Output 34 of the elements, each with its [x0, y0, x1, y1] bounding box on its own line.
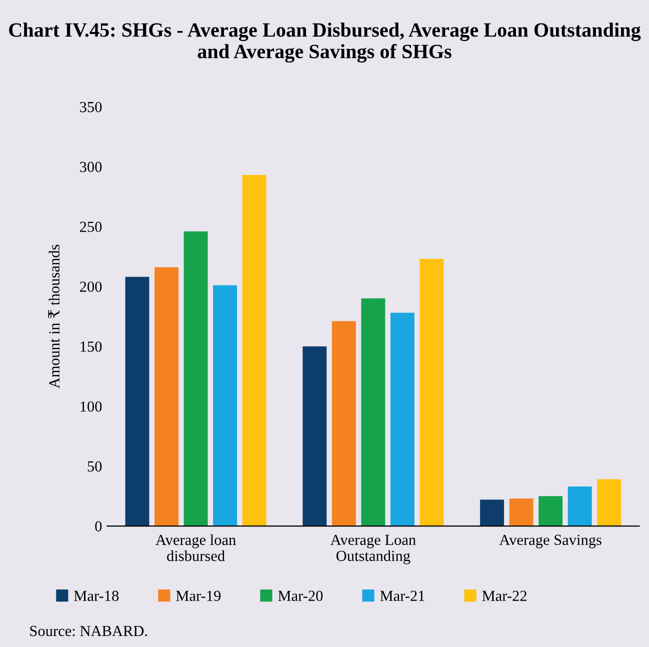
y-tick-label: 300 [80, 162, 102, 172]
bar [242, 175, 266, 526]
y-tick-label: 350 [80, 102, 102, 112]
bar [420, 258, 444, 526]
legend-label: Mar-20 [278, 590, 323, 602]
bar [332, 321, 356, 526]
y-axis-title: Amount in ₹ thousands [48, 244, 60, 388]
bar [480, 500, 504, 526]
bar [154, 267, 178, 526]
y-tick-label: 0 [95, 521, 102, 532]
bar [184, 231, 208, 526]
legend-label: Mar-19 [176, 590, 221, 602]
source-note: Source: NABARD. [30, 626, 148, 636]
y-tick-label: 150 [80, 341, 102, 352]
x-tick-label: Average loan disbursed [156, 534, 236, 562]
x-tick-label: Average Loan Outstanding [330, 534, 416, 564]
chart-title: Chart IV.45: SHGs - Average Loan Disbursed, Average Loan Outstanding and Average Savings of SHGs [9, 22, 641, 63]
bar [568, 486, 592, 526]
bar [390, 312, 414, 526]
y-tick-label: 50 [88, 461, 102, 472]
bar [302, 346, 327, 526]
bar [125, 276, 150, 526]
bar [538, 496, 563, 526]
y-tick-label: 100 [80, 401, 102, 412]
legend-label: Mar-18 [74, 590, 119, 602]
x-tick-label: Average Savings [499, 534, 602, 548]
bar [509, 498, 534, 526]
y-tick-label: 250 [80, 222, 102, 232]
bar [213, 285, 238, 526]
bar [361, 298, 386, 526]
bar [597, 479, 622, 526]
legend-label: Mar-21 [380, 590, 424, 602]
legend-label: Mar-22 [482, 590, 526, 602]
y-tick-label: 200 [80, 282, 102, 292]
